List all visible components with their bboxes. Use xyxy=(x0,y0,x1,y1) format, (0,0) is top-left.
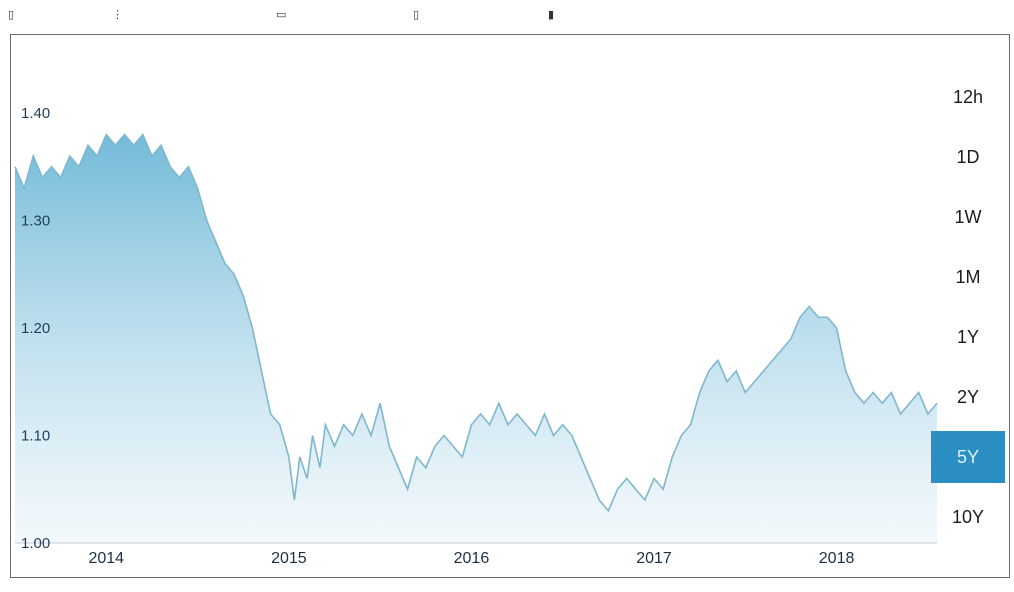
y-tick-label: 1.30 xyxy=(21,213,50,230)
range-option-10y[interactable]: 10Y xyxy=(951,506,985,527)
toolbar-glyph: ▭ xyxy=(276,8,287,21)
range-option-1m[interactable]: 1M xyxy=(955,266,981,287)
range-option-1d[interactable]: 1D xyxy=(956,146,980,167)
toolbar-glyph: ▮ xyxy=(548,8,555,21)
toolbar-glyph: ⋮ xyxy=(112,8,123,21)
y-tick-label: 1.00 xyxy=(21,535,50,552)
toolbar-glyph: ▯ xyxy=(8,8,15,21)
toolbar-glyph: ▯ xyxy=(413,8,420,21)
x-tick-label: 2016 xyxy=(454,550,490,567)
range-option-1w[interactable]: 1W xyxy=(954,206,982,227)
y-tick-label: 1.40 xyxy=(21,105,50,122)
series-line xyxy=(14,132,938,513)
y-tick-label: 1.10 xyxy=(21,428,50,445)
range-option-12h[interactable]: 12h xyxy=(952,86,984,107)
chart-panel: 1.40 1.30 1.20 1.10 1.00 2014 2015 2016 2017 201… xyxy=(10,34,1010,578)
range-option-5y[interactable]: 5Y xyxy=(931,431,1005,483)
chart-svg: 1.40 1.30 1.20 1.10 1.00 2014 2015 2016 2017 201… xyxy=(14,105,938,567)
x-tick-label: 2014 xyxy=(88,550,124,567)
top-toolbar: ▯ ⋮ ▭ ▯ ▮ xyxy=(0,0,1014,34)
x-tick-label: 2017 xyxy=(636,550,672,567)
x-tick-label: 2015 xyxy=(271,550,307,567)
series-area xyxy=(15,134,937,543)
y-tick-label: 1.20 xyxy=(21,320,50,337)
range-option-1y[interactable]: 1Y xyxy=(956,326,980,347)
range-option-2y[interactable]: 2Y xyxy=(956,386,980,407)
x-tick-label: 2018 xyxy=(819,550,855,567)
